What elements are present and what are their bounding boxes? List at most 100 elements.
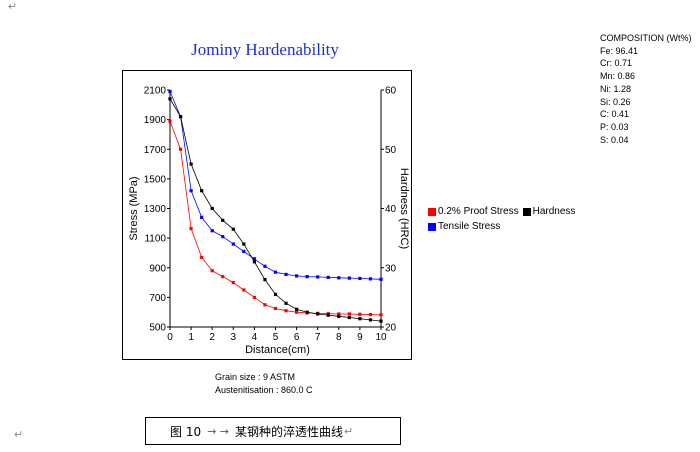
composition-panel: COMPOSITION (Wt%) Fe: 96.41 Cr: 0.71 Mn:… (600, 32, 692, 146)
x-tick-label: 3 (231, 332, 237, 343)
series-1-point (252, 257, 256, 261)
y-right-tick-label: 50 (385, 145, 397, 156)
series-2-point (347, 315, 351, 320)
series-2-point (368, 318, 373, 322)
series-2-point (284, 301, 288, 305)
series-0-point (273, 306, 278, 311)
series-0-point (221, 275, 225, 279)
series-0-point (368, 312, 373, 317)
y-right-tick-label: 60 (385, 86, 397, 97)
composition-item-s: S: 0.04 (600, 134, 629, 145)
y-left-tick-label: 1300 (144, 204, 167, 215)
legend-row-1: 0.2% Proof Stress Hardness (428, 204, 575, 219)
chart-legend: 0.2% Proof Stress Hardness Tensile Stres… (428, 204, 575, 234)
series-line-1 (169, 91, 382, 280)
series-2-point (316, 312, 320, 316)
x-tick-label: 7 (315, 332, 321, 343)
legend-label-hardness: Hardness (532, 206, 576, 217)
series-1-point (337, 276, 341, 280)
series-2-point (178, 115, 183, 119)
series-0-point (358, 312, 362, 316)
series-1-point (168, 89, 172, 94)
series-2-point (273, 292, 278, 297)
paragraph-mark-bottom: ↵ (14, 429, 24, 441)
series-line-2 (169, 98, 382, 322)
legend-swatch-hardness (522, 207, 531, 216)
x-tick-label: 9 (357, 332, 363, 343)
caption-text: 某钢种的淬透性曲线 (235, 424, 344, 439)
composition-item-fe: Fe: 96.41 (600, 45, 639, 56)
y-left-tick-label: 1700 (144, 145, 167, 156)
series-1-point (263, 264, 267, 268)
series-0-point (284, 309, 288, 313)
figure-caption: 图 10 → → 某钢种的淬透性曲线 ↵ (145, 417, 401, 445)
series-0-point (242, 288, 246, 292)
composition-item-si: Si: 0.26 (600, 96, 631, 107)
grain-size-text: Grain size : 9 ASTM (215, 372, 296, 382)
composition-item-cr: Cr: 0.71 (600, 58, 633, 69)
series-2-point (210, 206, 214, 211)
composition-title: COMPOSITION (Wt%) (600, 33, 692, 43)
series-0-point (295, 310, 299, 314)
series-1-point (379, 277, 383, 281)
x-axis-label: Distance(cm) (245, 344, 310, 356)
series-1-point (305, 275, 309, 279)
series-1-point (273, 270, 278, 274)
series-1-point (210, 229, 214, 233)
series-1-point (284, 272, 288, 277)
y-left-tick-label: 900 (149, 263, 166, 274)
y-left-tick-label: 500 (149, 323, 166, 334)
y-right-tick-label: 40 (385, 204, 397, 215)
series-1-point (368, 277, 373, 281)
series-2-point (358, 317, 362, 321)
series-0-point (178, 147, 183, 151)
series-1-point (358, 276, 362, 281)
x-tick-label: 10 (375, 332, 387, 343)
y-left-tick-label: 1500 (144, 174, 167, 185)
series-0-point (337, 312, 341, 316)
austenitisation-text: Austenitisation : 860.0 C (215, 385, 313, 395)
y-axis-label-right: Hardness (HRC) (398, 168, 410, 249)
series-0-point (210, 269, 214, 273)
y-left-tick-label: 1900 (144, 115, 167, 126)
composition-item-p: P: 0.03 (600, 121, 629, 132)
composition-item-ni: Ni: 1.28 (600, 83, 632, 94)
series-2-point (231, 227, 235, 231)
series-1-point (326, 275, 330, 279)
process-info: Grain size : 9 ASTM Austenitisation : 86… (215, 371, 313, 397)
series-2-point (242, 242, 246, 246)
series-0-point (347, 312, 351, 316)
series-0-point (189, 226, 193, 231)
series-0-point (168, 119, 172, 123)
y-right-tick-label: 30 (385, 263, 397, 274)
series-2-point (305, 310, 309, 314)
series-1-point (316, 275, 320, 279)
series-2-point (189, 162, 193, 166)
series-2-point (337, 314, 341, 318)
series-0-point (231, 280, 235, 285)
x-tick-label: 8 (336, 332, 342, 343)
series-0-point (379, 313, 383, 317)
legend-swatch-proof (428, 207, 436, 216)
y-axis-label-left: Stress (MPa) (128, 176, 140, 240)
y-right-tick-label: 20 (385, 323, 397, 334)
series-2-point (263, 278, 267, 282)
series-1-point (221, 235, 225, 239)
series-1-point (242, 249, 246, 254)
y-left-tick-label: 2100 (144, 86, 167, 97)
series-0-point (200, 255, 204, 259)
legend-row-2: Tensile Stress (428, 219, 575, 234)
x-tick-label: 1 (188, 332, 194, 343)
x-tick-label: 0 (167, 332, 173, 343)
series-1-point (200, 215, 204, 219)
series-1-point (347, 276, 351, 280)
series-1-point (231, 242, 235, 246)
series-2-point (221, 218, 225, 222)
x-tick-label: 4 (252, 332, 258, 343)
series-0-point (252, 295, 256, 299)
y-left-tick-label: 700 (149, 293, 166, 304)
legend-swatch-tensile (428, 222, 436, 231)
x-tick-label: 6 (294, 332, 300, 343)
series-1-point (295, 274, 299, 278)
